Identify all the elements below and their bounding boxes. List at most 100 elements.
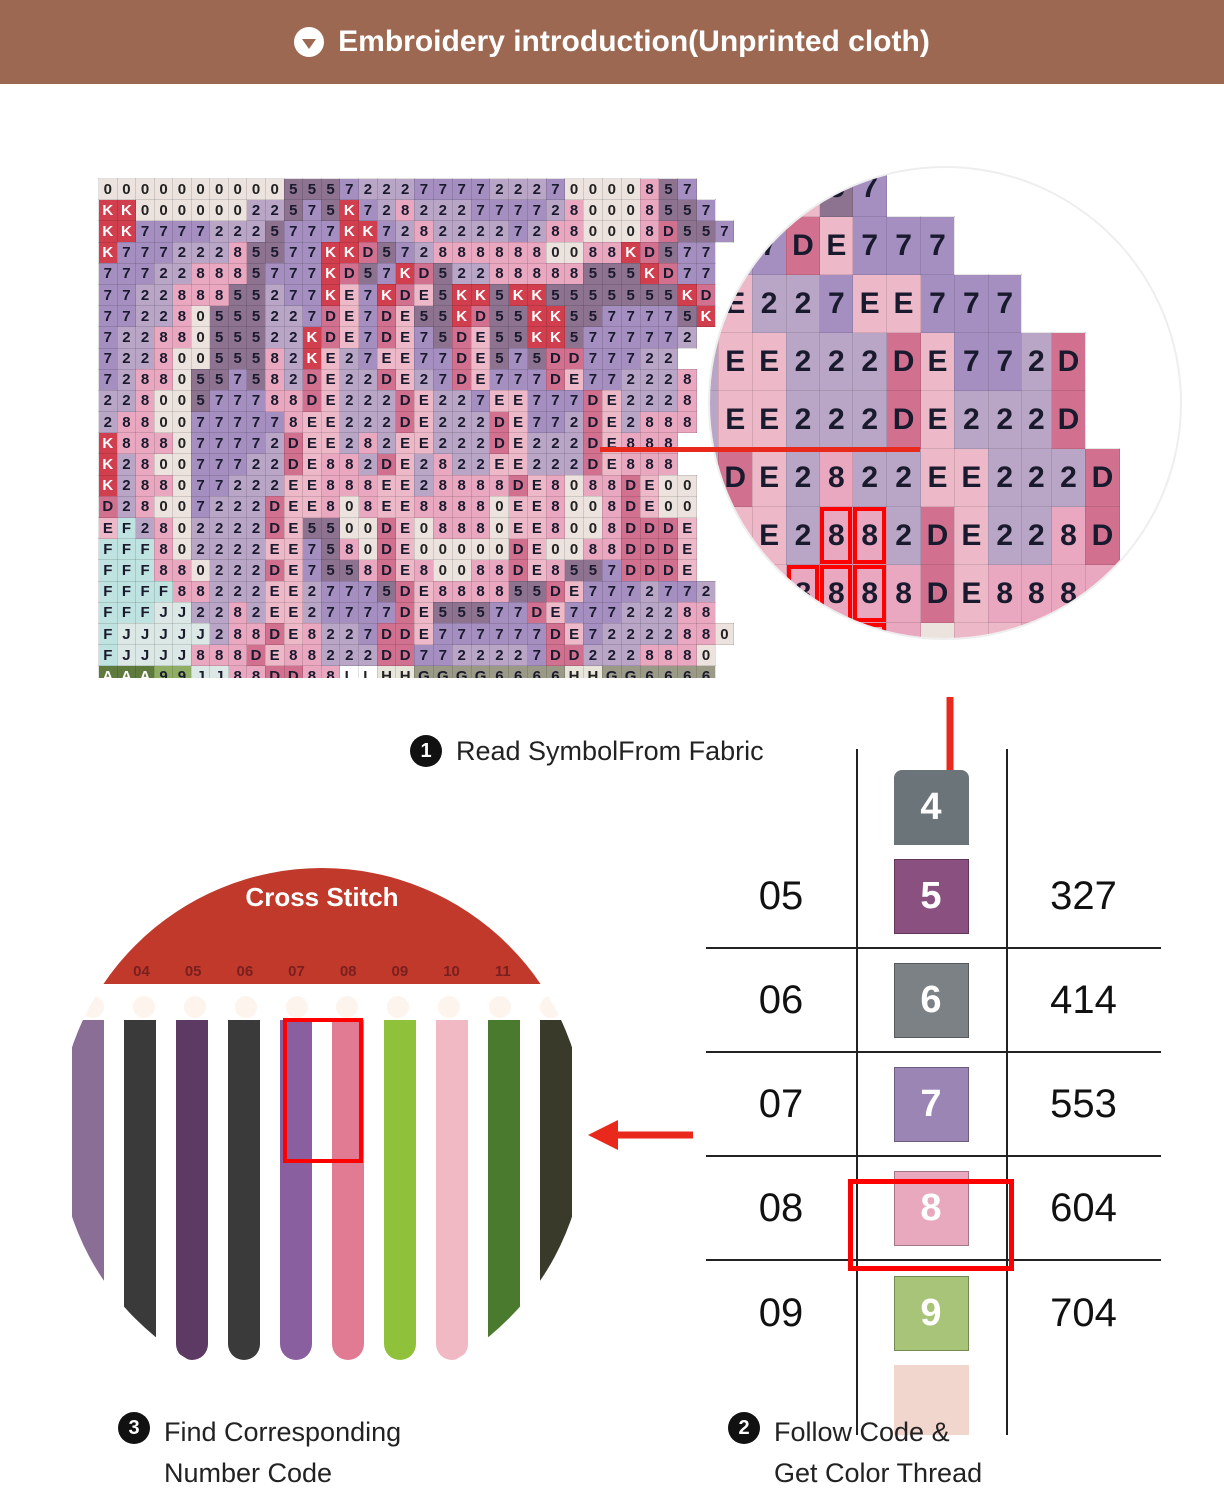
grid-cell: 5 bbox=[659, 242, 678, 263]
grid-cell: J bbox=[191, 666, 210, 678]
grid-cell: 8 bbox=[471, 242, 490, 263]
grid-cell: 7 bbox=[602, 602, 621, 623]
grid-cell: 5 bbox=[433, 284, 452, 305]
thread-strand-2[interactable] bbox=[124, 1020, 156, 1360]
code-swatch-07[interactable]: 7 bbox=[894, 1067, 969, 1142]
grid-cell: 2 bbox=[565, 433, 584, 454]
grid-cell: K bbox=[396, 263, 415, 284]
thread-spool-number: 04 bbox=[133, 963, 150, 980]
magnifier-cell: 2 bbox=[786, 449, 820, 507]
grid-cell: 7 bbox=[528, 200, 547, 221]
grid-cell: D bbox=[377, 518, 396, 539]
grid-cell: 0 bbox=[565, 518, 584, 539]
code-number-08: 604 bbox=[1006, 1186, 1161, 1231]
grid-cell: 7 bbox=[602, 348, 621, 369]
grid-cell: 2 bbox=[303, 602, 322, 623]
grid-cell: 8 bbox=[433, 454, 452, 475]
grid-cell: K bbox=[303, 348, 322, 369]
code-swatch-06[interactable]: 6 bbox=[894, 963, 969, 1038]
grid-cell: D bbox=[303, 390, 322, 411]
magnifier-cell: 2 bbox=[1021, 507, 1052, 565]
magnifier-cell: E bbox=[710, 217, 718, 275]
thread-spool-number: 08 bbox=[340, 963, 357, 980]
code-row-09[interactable]: 09 9 704 bbox=[706, 1261, 1161, 1365]
grid-cell: 5 bbox=[433, 602, 452, 623]
code-row-05[interactable]: 05 5 327 bbox=[706, 845, 1161, 949]
grid-cell: 2 bbox=[229, 581, 247, 602]
grid-cell: E bbox=[396, 306, 415, 327]
thread-strand-1[interactable] bbox=[72, 1020, 104, 1360]
grid-cell: 0 bbox=[678, 496, 697, 517]
code-swatch-09[interactable]: 9 bbox=[894, 1276, 969, 1351]
grid-cell: 2 bbox=[583, 645, 602, 666]
magnifier-circle-view[interactable]: 77DE57DE27DE7772DE227EE77722EE222DE772D8… bbox=[710, 168, 1180, 638]
grid-cell: 2 bbox=[659, 623, 678, 644]
grid-cell: E bbox=[265, 581, 284, 602]
code-number-06: 414 bbox=[1006, 978, 1161, 1023]
thread-selection-highlight bbox=[283, 1018, 363, 1163]
magnifier-cell: 2 bbox=[1021, 333, 1052, 391]
grid-cell: 7 bbox=[433, 645, 452, 666]
thread-strand-3[interactable] bbox=[176, 1020, 208, 1360]
code-table[interactable]: 4 05 5 327 06 6 414 07 7 553 08 8 604 09 9 704 bbox=[706, 845, 1161, 1365]
grid-cell: 2 bbox=[117, 348, 136, 369]
step3-label: 3 Find Corresponding Number Code bbox=[118, 1412, 401, 1493]
grid-cell: 7 bbox=[414, 179, 433, 200]
magnifier-cell: D bbox=[752, 168, 786, 217]
grid-cell: 2 bbox=[265, 433, 284, 454]
grid-cell: E bbox=[509, 496, 528, 517]
grid-cell: 0 bbox=[602, 200, 621, 221]
thread-strand-4[interactable] bbox=[228, 1020, 260, 1360]
grid-cell: 7 bbox=[414, 645, 433, 666]
grid-cell: K bbox=[621, 242, 640, 263]
magnifier-cell: 2 bbox=[954, 391, 988, 449]
code-swatch-partial-top[interactable]: 4 bbox=[894, 770, 969, 845]
grid-cell: 2 bbox=[154, 284, 172, 305]
grid-cell: 0 bbox=[191, 348, 210, 369]
code-row-06[interactable]: 06 6 414 bbox=[706, 949, 1161, 1053]
header-bar: Embroidery introduction(Unprinted cloth) bbox=[0, 0, 1224, 84]
thread-strand-8[interactable] bbox=[436, 1020, 468, 1360]
grid-cell: 5 bbox=[602, 263, 621, 284]
grid-cell: 5 bbox=[583, 263, 602, 284]
grid-cell: D bbox=[247, 645, 266, 666]
code-row-07[interactable]: 07 7 553 bbox=[706, 1053, 1161, 1157]
grid-cell: 8 bbox=[154, 433, 172, 454]
grid-cell: E bbox=[284, 623, 303, 644]
magnifier-cell: E bbox=[954, 565, 988, 623]
grid-cell: 8 bbox=[546, 221, 565, 242]
magnifier-cell: E bbox=[954, 449, 988, 507]
grid-cell: 2 bbox=[117, 390, 136, 411]
magnifier-cell: 8 bbox=[820, 623, 853, 639]
magnifier-cell: 0 bbox=[786, 623, 820, 639]
thread-strand-7[interactable] bbox=[384, 1020, 416, 1360]
grid-cell: 0 bbox=[173, 179, 192, 200]
grid-cell: D bbox=[377, 623, 396, 644]
grid-cell: E bbox=[602, 454, 621, 475]
thread-strand-9[interactable] bbox=[488, 1020, 520, 1360]
grid-cell: D bbox=[452, 327, 471, 348]
magnifier-cell: 2 bbox=[710, 449, 718, 507]
grid-cell: 2 bbox=[359, 412, 378, 433]
grid-cell: A bbox=[117, 666, 136, 678]
code-row-08[interactable]: 08 8 604 bbox=[706, 1157, 1161, 1261]
grid-cell: 5 bbox=[528, 581, 547, 602]
thread-strand-10[interactable] bbox=[540, 1020, 572, 1360]
grid-cell: 2 bbox=[321, 623, 340, 644]
grid-cell: 8 bbox=[433, 581, 452, 602]
grid-cell: F bbox=[136, 602, 155, 623]
grid-cell: D bbox=[321, 306, 340, 327]
grid-cell: K bbox=[546, 327, 565, 348]
grid-cell: E bbox=[396, 539, 415, 560]
thread-color-circle[interactable]: Cross Stitch 03 04 05 06 07 08 09 10 11 12 bbox=[58, 868, 586, 1396]
code-swatch-05[interactable]: 5 bbox=[894, 859, 969, 934]
grid-cell: 8 bbox=[640, 412, 659, 433]
grid-cell: 2 bbox=[452, 412, 471, 433]
grid-cell: E bbox=[303, 433, 322, 454]
thread-spool-number: 11 bbox=[495, 963, 511, 980]
grid-cell: 2 bbox=[154, 263, 172, 284]
grid-cell: 8 bbox=[471, 560, 490, 581]
dropdown-icon[interactable] bbox=[294, 27, 324, 57]
grid-cell: 7 bbox=[303, 284, 322, 305]
